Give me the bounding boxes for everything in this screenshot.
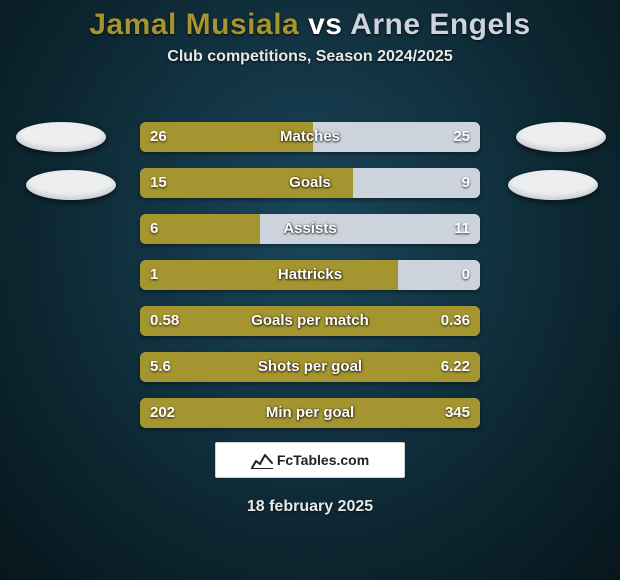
stat-value-player1: 1 (150, 260, 158, 290)
title-player2: Arne Engels (350, 8, 531, 41)
stat-value-player2: 0 (462, 260, 470, 290)
club-logo (516, 122, 606, 152)
stat-row: 611Assists (140, 214, 480, 244)
stat-value-player2: 9 (462, 168, 470, 198)
club-logo (26, 170, 116, 200)
stats-area: 2625Matches159Goals611Assists10Hattricks… (140, 122, 480, 444)
attribution-text: FcTables.com (277, 452, 369, 468)
stat-row: 2625Matches (140, 122, 480, 152)
club-logo (508, 170, 598, 200)
stat-bar-player2 (260, 214, 480, 244)
stat-value-player2: 345 (445, 398, 470, 428)
stat-row: 202345Min per goal (140, 398, 480, 428)
attribution-icon (251, 451, 273, 469)
stat-value-player1: 26 (150, 122, 167, 152)
stat-value-player2: 11 (454, 214, 470, 244)
publish-date: 18 february 2025 (0, 498, 620, 516)
stat-value-player2: 25 (453, 122, 470, 152)
stat-value-player1: 202 (150, 398, 175, 428)
stat-row: 5.66.22Shots per goal (140, 352, 480, 382)
stat-value-player2: 0.36 (441, 306, 470, 336)
stat-bar-player1 (140, 260, 398, 290)
stat-bar-player1 (140, 306, 480, 336)
comparison-infographic: Jamal Musiala vs Arne Engels Club compet… (0, 0, 620, 580)
stat-value-player1: 5.6 (150, 352, 171, 382)
title-player1: Jamal Musiala (89, 8, 308, 41)
stat-bar-player1 (140, 398, 480, 428)
attribution-badge: FcTables.com (215, 442, 405, 478)
stat-value-player1: 15 (150, 168, 167, 198)
stat-value-player1: 0.58 (150, 306, 179, 336)
stat-row: 159Goals (140, 168, 480, 198)
subtitle: Club competitions, Season 2024/2025 (0, 48, 620, 66)
stat-row: 0.580.36Goals per match (140, 306, 480, 336)
club-logo (16, 122, 106, 152)
stat-value-player2: 6.22 (441, 352, 470, 382)
title-vs: vs (308, 8, 350, 41)
stat-row: 10Hattricks (140, 260, 480, 290)
stat-bar-player1 (140, 168, 353, 198)
stat-bar-player1 (140, 352, 480, 382)
title: Jamal Musiala vs Arne Engels (0, 0, 620, 42)
stat-value-player1: 6 (150, 214, 158, 244)
